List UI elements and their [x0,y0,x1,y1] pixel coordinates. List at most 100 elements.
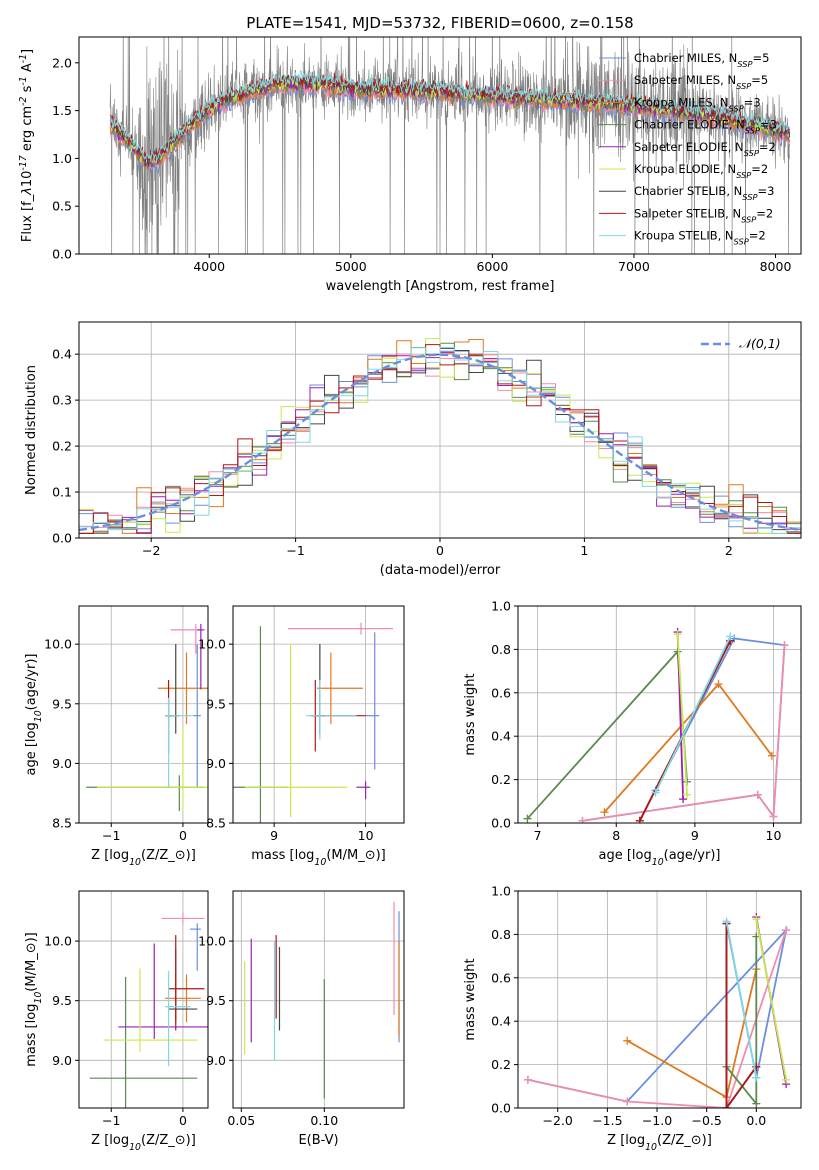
x-tick-label: 6000 [476,259,508,274]
x-axis-label: (data-model)/error [380,563,501,578]
y-axis-label: mass [log10(M/M_⊙)] [24,932,44,1067]
age_vs_Z-panel: −1 0 8.5 9.0 9.5 10.0 Z [log10(Z/Z_⊙)] age [log… [24,605,209,868]
axes-frame [517,890,802,1109]
legend-label: Kroupa MILES, NSSP=3 [634,95,761,113]
y-tick-label: 8.5 [206,816,226,831]
residuals-plot-area [79,338,801,538]
x-tick-label: 8000 [760,259,792,274]
mass_vs_Z-panel: −1 0 9.0 9.5 10.0 Z [log10(Z/Z_⊙)] mass [log10… [24,890,209,1153]
y-tick-label: 9.0 [52,1053,72,1068]
legend-label: Salpeter STELIB, NSSP=2 [634,206,773,224]
y-tick-label: 1.5 [52,103,72,118]
plus-marker [679,795,688,804]
errorbar-point [197,623,205,690]
x-tick-label: 7 [534,828,542,843]
axes-frame [78,890,209,1109]
y-tick-label: 0.4 [52,347,72,362]
plus-marker [769,812,778,821]
errorbar-point [96,727,208,812]
y-tick-label: 0.4 [491,729,511,744]
errorbar-point [165,697,194,788]
x-tick-label: 0.0 [746,1113,766,1128]
y-tick-label: 0.2 [52,439,72,454]
y-tick-label: 1.0 [52,151,72,166]
y-axis-label: Flux [f_λ10-17 erg cm-2 s-1 A-1] [18,49,36,242]
y-tick-label: 10.0 [44,637,72,652]
model-spectrum-8 [109,69,791,163]
spectrum-panel: 4000 5000 6000 7000 8000 0.0 0.5 1.0 1.5 2.0 wavel… [18,36,802,294]
plus-marker [782,926,791,935]
axes-frame [232,605,405,824]
x-axis-label: mass [log10(M/M_⊙)] [251,848,386,868]
x-tick-label: 5000 [335,259,367,274]
plus-marker [600,808,609,817]
x-axis-label: wavelength [Angstrom, rest frame] [326,279,555,294]
plus-marker [683,790,692,799]
age_vs_Z-plot-area [86,623,208,812]
y-tick-label: 0.6 [491,970,511,985]
errorbar-point [168,935,205,1031]
errorbar-point [306,679,357,740]
errorbar-point [170,623,200,654]
errorbar-point [287,622,394,635]
plus-marker [753,790,762,799]
y-tick-label: 2.0 [52,55,72,70]
errorbar-point [165,974,201,1023]
x-tick-label: 7000 [618,259,650,274]
plus-marker [752,1073,761,1082]
x-tick-label: 10 [358,828,374,843]
x-tick-label: −2.0 [543,1113,573,1128]
residual-legend: 𝒩(0,1) [701,336,781,351]
y-tick-label: 0.5 [52,199,72,214]
spectrum-legend: Chabrier MILES, NSSP=5 Salpeter MILES, NS… [599,51,777,247]
errorbar-point [157,652,208,725]
weight-series-7 [725,923,758,1108]
errorbar-point [165,970,191,1067]
weight_vs_Z-plot-area [523,913,791,1108]
x-tick-label: −1 [286,543,304,558]
weight-series-8 [725,921,758,1078]
weight-series-1 [582,645,786,822]
legend-label: Chabrier ELODIE, NSSP=3 [634,118,777,136]
residuals-panel: −2 −1 0 1 2 0.0 0.1 0.2 0.3 0.4 (data-model)/error… [24,321,802,578]
y-tick-label: 8.5 [52,816,72,831]
plus-marker [714,680,723,689]
x-tick-label: 0 [179,1113,187,1128]
x-tick-label: 0.05 [227,1113,255,1128]
y-tick-label: 0.8 [491,927,511,942]
plus-marker [722,917,731,926]
residual-histogram-8 [79,346,801,538]
mass_vs_ebv-panel: 0.05 0.10 9.0 9.5 10.0 E(B-V) [198,890,405,1148]
x-tick-label: 10 [766,828,782,843]
plus-marker [752,915,761,924]
axes-frame [78,36,802,255]
x-tick-label: 2 [725,543,733,558]
y-tick-label: 0.0 [52,531,72,546]
y-axis-label: mass weight [463,958,478,1040]
errorbar-point [89,976,198,1108]
errorbar-point [104,968,198,1052]
y-tick-label: 10.0 [44,934,72,949]
x-tick-label: −1.5 [592,1113,622,1128]
axes-frame [232,890,405,1109]
y-tick-label: 9.0 [206,756,226,771]
y-tick-label: 0.8 [491,642,511,657]
x-tick-label: 9 [270,828,278,843]
x-axis-label: Z [log10(Z/Z_⊙)] [91,848,196,868]
figure-title: PLATE=1541, MJD=53732, FIBERID=0600, z=0… [246,14,633,32]
spectrum-plot-area [109,37,791,254]
y-tick-label: 0.0 [491,1101,511,1116]
y-tick-label: 0.0 [52,247,72,262]
x-tick-label: −1.0 [642,1113,672,1128]
y-tick-label: 0.4 [491,1014,511,1029]
plus-marker [651,788,660,797]
normal-reference-curve [79,353,801,532]
legend-label: 𝒩(0,1) [739,336,781,351]
plus-marker [752,1099,761,1108]
x-tick-label: 1 [580,543,588,558]
x-axis-label: Z [log10(Z/Z_⊙)] [91,1133,196,1153]
weight-series-2 [603,682,773,813]
x-tick-label: −1 [102,1113,120,1128]
legend-label: Chabrier STELIB, NSSP=3 [634,184,774,202]
x-axis-label: age [log10(age/yr)] [599,848,721,868]
